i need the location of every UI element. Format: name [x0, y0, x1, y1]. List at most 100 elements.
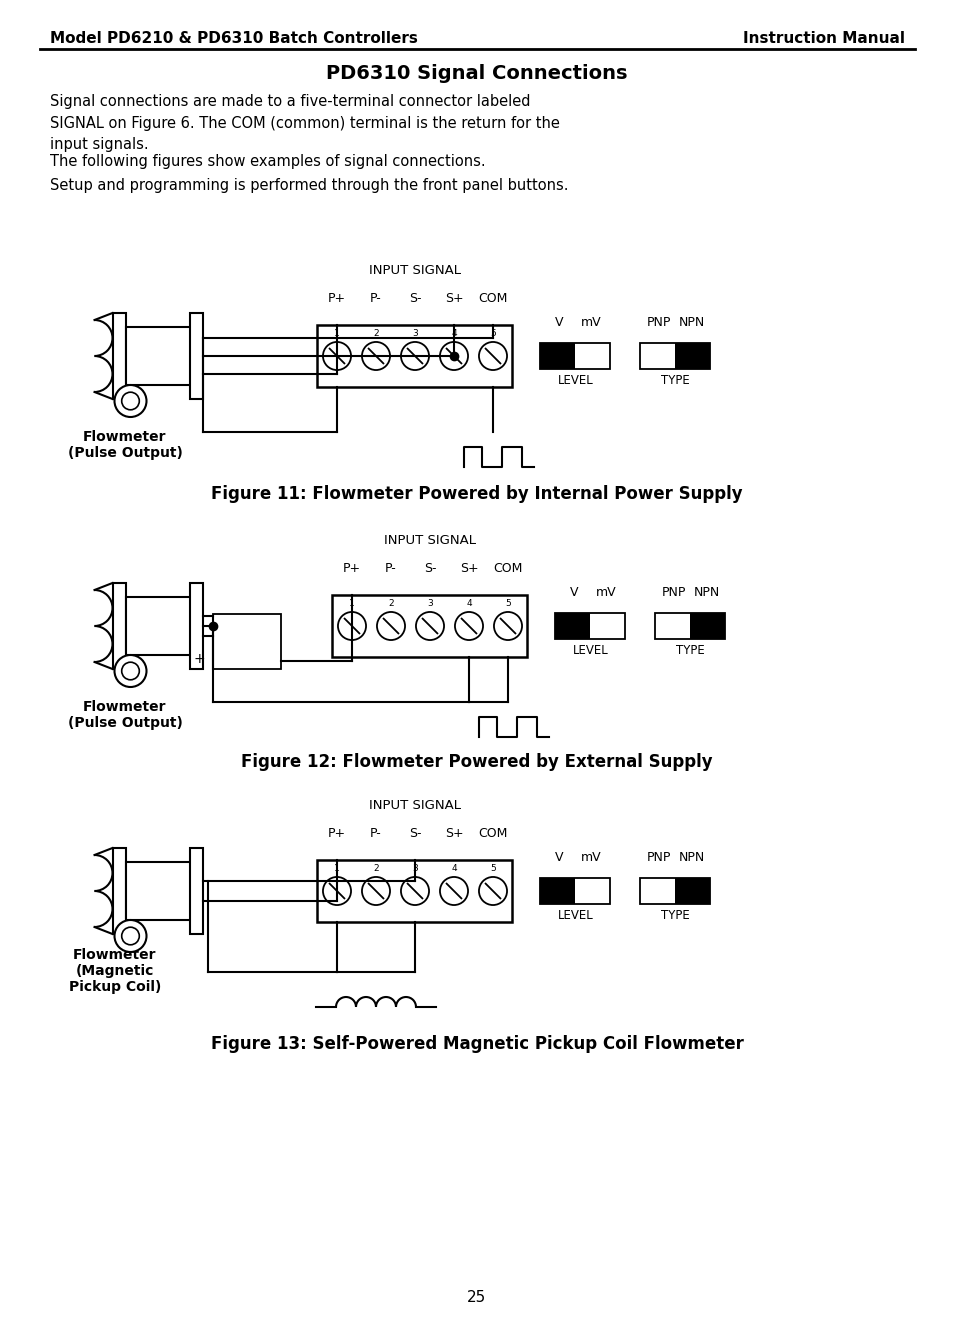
Text: S-: S- [408, 827, 421, 840]
Text: COM: COM [493, 562, 522, 574]
Text: V: V [570, 587, 578, 599]
Text: V: V [555, 851, 563, 864]
Circle shape [114, 921, 147, 953]
Circle shape [323, 876, 351, 904]
Text: P+: P+ [328, 827, 346, 840]
Text: 1: 1 [334, 864, 339, 872]
Bar [639, 343, 710, 369]
Bar [675, 878, 710, 904]
Circle shape [400, 876, 429, 904]
Circle shape [122, 927, 139, 945]
Circle shape [323, 342, 351, 370]
Text: NPN: NPN [693, 587, 719, 599]
Bar [655, 613, 724, 639]
Bar [317, 325, 512, 387]
Text: The following figures show examples of signal connections.: The following figures show examples of s… [50, 154, 485, 168]
Text: LEVEL: LEVEL [558, 908, 593, 922]
Circle shape [439, 876, 468, 904]
Text: 5: 5 [490, 329, 496, 338]
Circle shape [439, 342, 468, 370]
Bar [639, 878, 710, 904]
Circle shape [455, 612, 482, 640]
Bar [540, 343, 610, 369]
Text: Setup and programming is performed through the front panel buttons.: Setup and programming is performed throu… [50, 178, 568, 192]
Bar [317, 860, 512, 922]
Circle shape [122, 393, 139, 410]
Bar [191, 582, 203, 669]
Circle shape [361, 876, 390, 904]
Text: 3: 3 [427, 599, 433, 608]
Text: P-: P- [370, 827, 381, 840]
Bar [540, 343, 575, 369]
Text: +: + [193, 652, 205, 665]
Bar [690, 613, 724, 639]
Text: 2: 2 [373, 329, 378, 338]
Text: 1: 1 [349, 599, 355, 608]
Text: Instruction Manual: Instruction Manual [742, 31, 904, 45]
Text: Flowmeter
(Pulse Output): Flowmeter (Pulse Output) [68, 430, 182, 460]
Text: PD6310 Signal Connections: PD6310 Signal Connections [326, 64, 627, 83]
Text: Figure 13: Self-Powered Magnetic Pickup Coil Flowmeter: Figure 13: Self-Powered Magnetic Pickup … [211, 1035, 742, 1053]
Text: mV: mV [596, 587, 617, 599]
Text: P-: P- [370, 293, 381, 305]
Bar [555, 613, 590, 639]
Circle shape [416, 612, 443, 640]
Text: Flowmeter
(Magnetic
Pickup Coil): Flowmeter (Magnetic Pickup Coil) [69, 949, 161, 994]
Circle shape [494, 612, 521, 640]
Circle shape [114, 385, 147, 417]
Circle shape [478, 342, 506, 370]
Text: INPUT SIGNAL: INPUT SIGNAL [369, 265, 460, 277]
Text: PNP: PNP [646, 851, 671, 864]
Text: P+: P+ [342, 562, 360, 574]
Text: PNP: PNP [661, 587, 686, 599]
Text: TYPE: TYPE [660, 908, 689, 922]
Circle shape [400, 342, 429, 370]
Text: V: V [555, 317, 563, 329]
Circle shape [337, 612, 366, 640]
Text: External
Power
Supply: External Power Supply [226, 624, 269, 657]
Text: 1: 1 [334, 329, 339, 338]
Text: INPUT SIGNAL: INPUT SIGNAL [369, 799, 460, 812]
Text: S+: S+ [459, 562, 477, 574]
Bar [675, 343, 710, 369]
Text: Figure 11: Flowmeter Powered by Internal Power Supply: Figure 11: Flowmeter Powered by Internal… [211, 485, 742, 502]
Bar [112, 582, 126, 669]
Text: 3: 3 [412, 864, 417, 872]
Bar [126, 862, 191, 921]
Text: mV: mV [580, 851, 601, 864]
Text: TYPE: TYPE [660, 374, 689, 387]
Bar [126, 597, 191, 655]
Text: S+: S+ [444, 827, 463, 840]
Bar [112, 848, 126, 934]
Text: NPN: NPN [678, 317, 704, 329]
Text: COM: COM [477, 293, 507, 305]
Circle shape [478, 876, 506, 904]
Text: 4: 4 [451, 329, 456, 338]
Bar [112, 313, 126, 399]
Bar [540, 878, 610, 904]
Circle shape [122, 663, 139, 680]
Circle shape [361, 342, 390, 370]
Text: S-: S- [423, 562, 436, 574]
Circle shape [376, 612, 405, 640]
Bar [126, 327, 191, 385]
Text: Figure 12: Flowmeter Powered by External Supply: Figure 12: Flowmeter Powered by External… [241, 754, 712, 771]
Bar [555, 613, 625, 639]
Bar [540, 878, 575, 904]
Text: PNP: PNP [646, 317, 671, 329]
Text: LEVEL: LEVEL [572, 644, 608, 657]
Text: mV: mV [580, 317, 601, 329]
Text: 25: 25 [467, 1291, 486, 1305]
Text: LEVEL: LEVEL [558, 374, 593, 387]
Text: INPUT SIGNAL: INPUT SIGNAL [384, 534, 476, 546]
Text: COM: COM [477, 827, 507, 840]
Bar [333, 595, 527, 657]
Text: 3: 3 [412, 329, 417, 338]
Text: S-: S- [408, 293, 421, 305]
Bar [213, 613, 281, 668]
Text: NPN: NPN [678, 851, 704, 864]
Text: 4: 4 [451, 864, 456, 872]
Text: 2: 2 [388, 599, 394, 608]
Bar [191, 313, 203, 399]
Text: Model PD6210 & PD6310 Batch Controllers: Model PD6210 & PD6310 Batch Controllers [50, 31, 417, 45]
